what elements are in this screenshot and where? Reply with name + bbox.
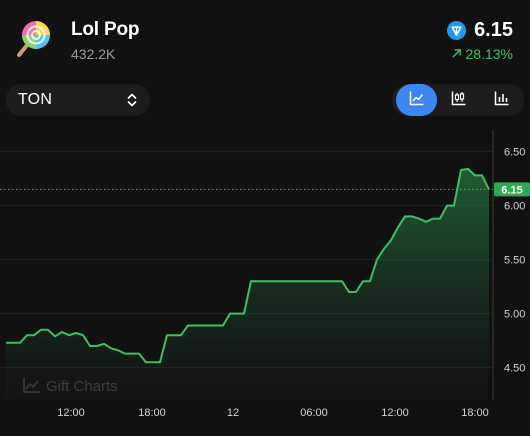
- watermark: Gift Charts: [23, 378, 118, 395]
- price-change-value: 28.13%: [465, 46, 513, 62]
- candlestick-chart-icon: [451, 90, 467, 111]
- bar-chart-icon: [494, 90, 510, 111]
- ton-diamond-icon: [447, 21, 467, 40]
- line-chart-button[interactable]: [396, 84, 438, 116]
- candlestick-chart-button[interactable]: [437, 84, 480, 116]
- x-tick-label: 06:00: [300, 407, 328, 419]
- current-price-text: 6.15: [501, 184, 522, 196]
- lollipop-icon: [14, 18, 54, 58]
- current-price-label: 6.15: [494, 182, 530, 197]
- price-chart[interactable]: 6.506.005.505.004.50 12:00 18:00 12 06:00 12…: [0, 120, 530, 436]
- asset-subtitle: 432.2K: [71, 46, 116, 62]
- y-tick-label: 5.00: [504, 309, 525, 321]
- y-tick-label: 6.00: [504, 201, 525, 213]
- y-tick-label: 4.50: [504, 363, 525, 375]
- x-tick-label: 12:00: [381, 407, 409, 419]
- price-value: 6.15: [474, 19, 513, 41]
- watermark-text: Gift Charts: [46, 378, 118, 395]
- price-change: 28.13%: [451, 46, 513, 62]
- x-tick-label: 12: [227, 407, 239, 419]
- x-tick-label: 18:00: [461, 407, 489, 419]
- currency-label: TON: [18, 91, 53, 108]
- header: Lol Pop 432.2K 6.15 28.13%: [0, 0, 530, 80]
- y-tick-label: 6.50: [504, 147, 525, 159]
- asset-title: Lol Pop: [71, 19, 140, 40]
- y-tick-label: 5.50: [504, 255, 525, 267]
- line-chart-icon: [23, 378, 40, 393]
- arrow-up-right-icon: [451, 46, 462, 62]
- price-area: [6, 168, 489, 400]
- bar-chart-button[interactable]: [481, 84, 524, 116]
- price-line: [6, 167, 490, 364]
- x-tick-label: 12:00: [57, 407, 85, 419]
- line-chart-icon: [409, 90, 425, 111]
- price-display: 6.15: [447, 19, 513, 42]
- chevron-up-down-icon: [126, 92, 138, 108]
- currency-select[interactable]: TON: [6, 84, 150, 116]
- x-tick-label: 18:00: [138, 407, 166, 419]
- y-axis: 6.50 6.00 5.50 5.00 4.50: [504, 147, 525, 375]
- chart-type-switch: [392, 84, 524, 116]
- x-axis: 12:00 18:00 12 06:00 12:00 18:00: [57, 407, 489, 419]
